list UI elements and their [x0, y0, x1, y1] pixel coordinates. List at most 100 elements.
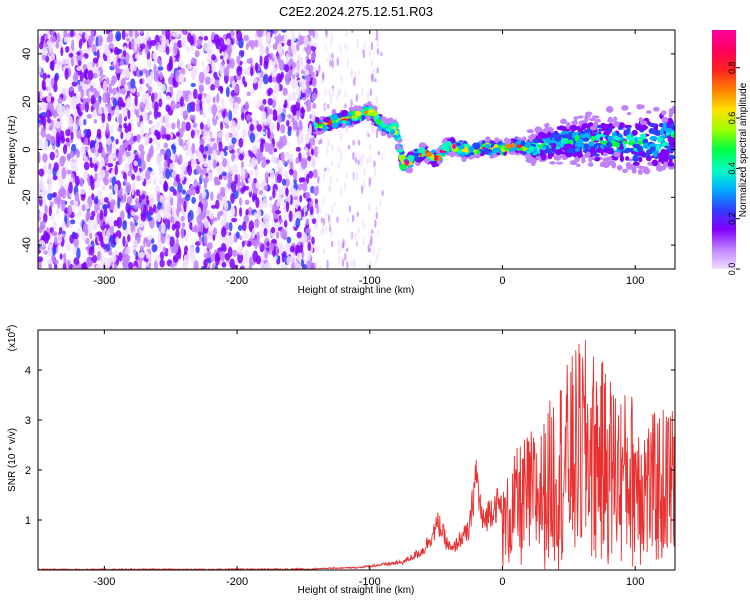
- spectrogram-cell: [38, 248, 41, 255]
- spectrogram-cell: [221, 261, 227, 268]
- spectrogram-cell: [331, 240, 334, 248]
- spectrogram-cell: [181, 222, 186, 228]
- spectrogram-cell: [293, 195, 299, 201]
- spectrogram-cell: [234, 84, 240, 94]
- spectrogram-cell: [190, 129, 195, 139]
- spectrogram-cell: [377, 37, 380, 44]
- spectrogram-cell: [248, 256, 253, 267]
- spectrogram-cell: [203, 35, 209, 41]
- spectrogram-cell: [164, 121, 171, 130]
- spectrogram-cell: [231, 137, 237, 144]
- spectrogram-cell: [649, 143, 656, 147]
- spectrogram-cell: [345, 30, 349, 37]
- snr-x-tick-label: -100: [359, 576, 381, 588]
- spectrogram-cell: [68, 87, 74, 92]
- spectrogram-cell: [542, 128, 549, 134]
- spectrogram-cell: [583, 132, 590, 139]
- spectrogram-cell: [70, 131, 74, 140]
- spectrogram-cell: [139, 78, 143, 85]
- spectrogram-cell: [605, 106, 614, 113]
- spectrogram-cell: [284, 99, 288, 109]
- spectrogram-cell: [105, 49, 111, 57]
- snr-marks: [38, 339, 675, 570]
- spectrogram-cell: [96, 128, 102, 137]
- spectrogram-cell: [171, 170, 177, 177]
- spectrogram-cell: [324, 44, 328, 51]
- spectrogram-cell: [62, 262, 67, 269]
- spectrogram-cell: [668, 161, 675, 167]
- spectrogram-cell: [254, 39, 259, 48]
- spectrogram-x-tick-label: -200: [226, 275, 248, 287]
- spectrogram-cell: [504, 137, 509, 144]
- spectrogram-cell: [38, 104, 42, 110]
- spectrogram-cell: [311, 92, 318, 100]
- spectrogram-cell: [96, 246, 103, 251]
- spectrogram-cell: [212, 149, 217, 160]
- spectrogram-cell: [353, 76, 356, 87]
- spectrogram-cell: [582, 137, 590, 142]
- spectrogram-cell: [89, 85, 94, 93]
- spectrogram-cell: [234, 259, 239, 266]
- spectrogram-cell: [141, 193, 145, 200]
- spectrogram-cell: [56, 208, 60, 216]
- spectrogram-cell: [103, 235, 110, 244]
- spectrogram-cell: [249, 57, 253, 65]
- spectrogram-cell: [39, 89, 43, 100]
- spectrogram-cell: [433, 155, 439, 161]
- spectrogram-cell: [155, 154, 162, 167]
- spectrogram-cell: [212, 159, 217, 169]
- spectrogram-cell: [423, 158, 431, 164]
- spectrogram-cell: [213, 142, 218, 152]
- spectrogram-cell: [316, 204, 319, 215]
- snr-series-line: [38, 339, 675, 570]
- spectrogram-cell: [276, 199, 281, 207]
- spectrogram-cell: [556, 161, 564, 165]
- spectrogram-cell: [92, 57, 99, 64]
- spectrogram-cell: [195, 129, 199, 137]
- spectrogram-cell: [600, 161, 606, 168]
- spectrogram-cell: [83, 118, 87, 126]
- spectrogram-cell: [277, 33, 282, 45]
- spectrogram-cell: [110, 79, 116, 86]
- snr-x-tick-label: -300: [93, 576, 115, 588]
- spectrogram-cell: [87, 61, 93, 71]
- spectrogram-cell: [262, 98, 267, 105]
- spectrogram-cell: [156, 212, 162, 223]
- spectrogram-cell: [228, 110, 233, 122]
- spectrogram-cell: [108, 216, 114, 228]
- spectrogram-cell: [303, 43, 308, 48]
- spectrogram-cell: [124, 132, 131, 141]
- spectrogram-cell: [132, 231, 136, 239]
- snr-x-tick-label: -200: [226, 576, 248, 588]
- spectrogram-cell: [308, 30, 314, 36]
- spectrogram-cell: [85, 201, 89, 209]
- spectrogram-cell: [75, 33, 80, 40]
- spectrogram-cell: [581, 156, 586, 164]
- spectrogram-cell: [570, 120, 579, 125]
- spectrogram-cell: [628, 158, 634, 162]
- spectrogram-cell: [325, 30, 328, 38]
- spectrogram-cell: [331, 204, 334, 214]
- snr-y-axis: 1 2 3 4: [25, 365, 675, 527]
- spectrogram-cell: [95, 99, 101, 107]
- spectrogram-cell: [83, 161, 90, 171]
- spectrogram-cell: [275, 209, 281, 215]
- spectrogram-cell: [352, 115, 358, 119]
- spectrogram-cell: [178, 76, 182, 83]
- spectrogram-cell: [305, 63, 311, 70]
- spectrogram-cell: [180, 36, 187, 48]
- spectrogram-y-tick-label: 40: [21, 48, 33, 60]
- spectrogram-cell: [305, 44, 312, 56]
- spectrogram-cell: [369, 88, 373, 97]
- spectrogram-cell: [383, 118, 391, 125]
- spectrogram-cell: [356, 211, 360, 218]
- spectrogram-cell: [80, 146, 86, 152]
- spectrogram-cell: [70, 219, 76, 225]
- spectrogram-cell: [144, 112, 148, 122]
- spectrogram-cell: [276, 73, 282, 85]
- spectrogram-cell: [210, 84, 216, 91]
- spectrogram-cell: [508, 150, 516, 155]
- spectrogram-cell: [250, 66, 254, 77]
- spectrogram-cell: [362, 179, 366, 189]
- spectrogram-cell: [115, 30, 122, 42]
